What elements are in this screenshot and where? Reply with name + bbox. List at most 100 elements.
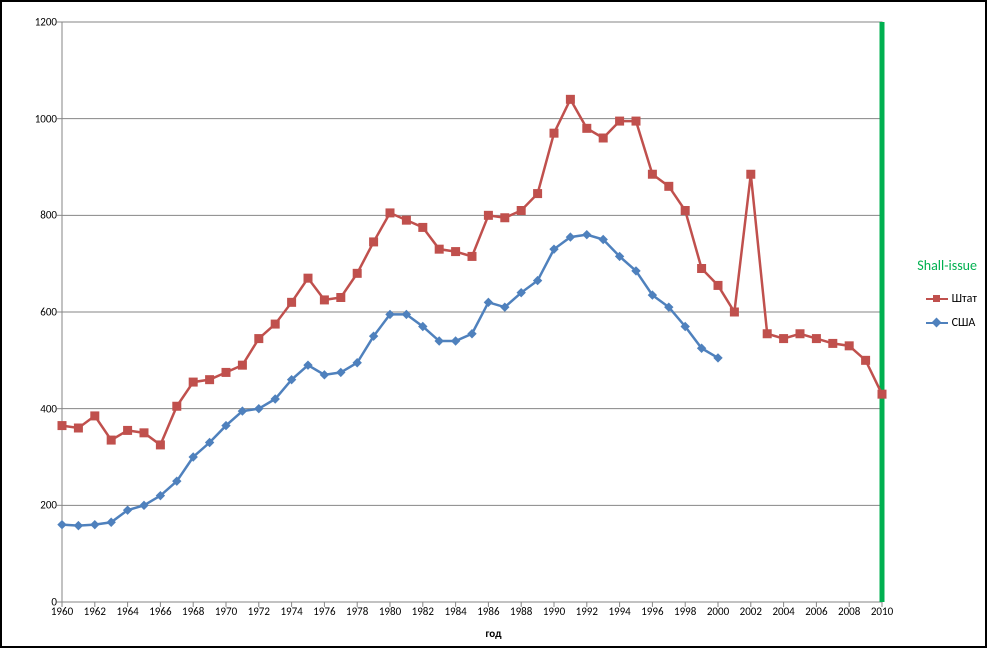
series-marker: [681, 207, 689, 215]
y-tick-label: 600: [40, 306, 57, 319]
series-marker: [566, 95, 574, 103]
x-tick-label: 1964: [116, 605, 138, 618]
legend-item-state: Штат: [926, 292, 977, 306]
series-marker: [780, 335, 788, 343]
series-marker: [353, 269, 361, 277]
series-marker: [878, 390, 886, 398]
y-tick-label: 1000: [35, 112, 57, 125]
series-marker: [271, 320, 279, 328]
series-marker: [468, 252, 476, 260]
legend-swatch-state: [926, 298, 948, 300]
x-tick-label: 1986: [477, 605, 499, 618]
chart-svg: [62, 22, 882, 602]
series-marker: [288, 298, 296, 306]
series-marker: [665, 182, 673, 190]
x-tick-label: 1966: [149, 605, 171, 618]
series-marker: [812, 335, 820, 343]
y-tick-label: 400: [40, 402, 57, 415]
series-marker: [452, 248, 460, 256]
x-tick-label: 1998: [674, 605, 696, 618]
series-marker: [550, 129, 558, 137]
x-tick-label: 1968: [182, 605, 204, 618]
series-marker: [238, 361, 246, 369]
x-tick-label: 1974: [280, 605, 302, 618]
series-marker: [206, 376, 214, 384]
series-marker: [484, 211, 492, 219]
y-tick-label: 800: [40, 209, 57, 222]
series-marker: [534, 190, 542, 198]
series-marker: [730, 308, 738, 316]
x-tick-label: 2010: [871, 605, 893, 618]
y-tick-label: 1200: [35, 16, 57, 29]
x-tick-label: 1960: [51, 605, 73, 618]
y-tick-label: 200: [40, 499, 57, 512]
series-marker: [91, 412, 99, 420]
x-tick-label: 1976: [313, 605, 335, 618]
series-marker: [74, 522, 82, 530]
series-marker: [419, 223, 427, 231]
x-tick-label: 2000: [707, 605, 729, 618]
series-marker: [452, 337, 460, 345]
series-marker: [320, 296, 328, 304]
series-marker: [124, 426, 132, 434]
series-marker: [845, 342, 853, 350]
series-marker: [517, 207, 525, 215]
legend-item-usa: США: [926, 316, 977, 330]
plot-area: 0200400600800100012001960196219641966196…: [62, 22, 882, 602]
shall-issue-label: Shall-issue: [917, 257, 977, 274]
x-tick-label: 1996: [641, 605, 663, 618]
x-tick-label: 1984: [444, 605, 466, 618]
series-line: [62, 235, 718, 526]
x-tick-label: 1972: [248, 605, 270, 618]
x-axis-label: год: [2, 627, 985, 640]
series-marker: [829, 339, 837, 347]
x-tick-label: 2004: [772, 605, 794, 618]
series-marker: [337, 294, 345, 302]
x-tick-label: 1990: [543, 605, 565, 618]
series-marker: [698, 265, 706, 273]
legend-label-state: Штат: [952, 292, 977, 306]
series-marker: [74, 424, 82, 432]
series-marker: [714, 281, 722, 289]
series-marker: [616, 117, 624, 125]
series-line: [62, 99, 882, 445]
series-marker: [435, 245, 443, 253]
series-marker: [304, 274, 312, 282]
legend-label-usa: США: [952, 316, 976, 330]
series-marker: [107, 436, 115, 444]
x-tick-label: 2006: [805, 605, 827, 618]
series-marker: [173, 402, 181, 410]
x-tick-label: 1982: [412, 605, 434, 618]
series-marker: [370, 238, 378, 246]
series-marker: [156, 441, 164, 449]
x-tick-label: 2002: [740, 605, 762, 618]
series-marker: [648, 170, 656, 178]
series-marker: [583, 124, 591, 132]
series-marker: [747, 170, 755, 178]
x-tick-label: 1988: [510, 605, 532, 618]
legend: Штат США: [926, 292, 977, 340]
legend-swatch-usa: [926, 322, 948, 324]
series-marker: [386, 209, 394, 217]
series-marker: [501, 214, 509, 222]
x-tick-label: 2008: [838, 605, 860, 618]
x-tick-label: 1970: [215, 605, 237, 618]
series-marker: [91, 521, 99, 529]
series-marker: [58, 521, 66, 529]
series-marker: [58, 422, 66, 430]
x-tick-label: 1992: [576, 605, 598, 618]
series-marker: [140, 429, 148, 437]
series-marker: [862, 356, 870, 364]
series-marker: [632, 117, 640, 125]
series-marker: [796, 330, 804, 338]
x-tick-label: 1978: [346, 605, 368, 618]
x-tick-label: 1980: [379, 605, 401, 618]
series-marker: [402, 216, 410, 224]
x-tick-label: 1994: [608, 605, 630, 618]
series-marker: [583, 231, 591, 239]
series-marker: [189, 378, 197, 386]
series-marker: [763, 330, 771, 338]
series-marker: [222, 368, 230, 376]
series-marker: [255, 335, 263, 343]
x-tick-label: 1962: [84, 605, 106, 618]
